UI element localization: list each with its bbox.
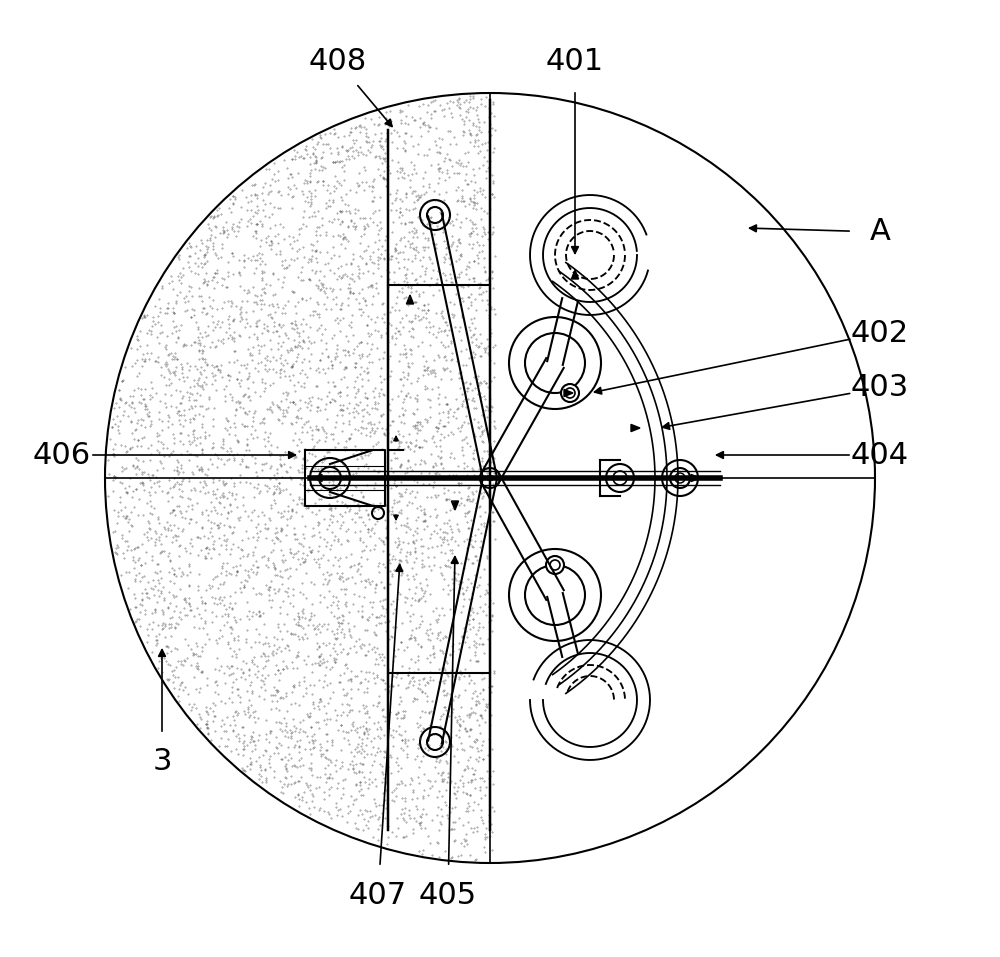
Text: A: A: [870, 217, 890, 247]
Polygon shape: [571, 270, 579, 279]
Text: 3: 3: [152, 747, 172, 776]
Text: 406: 406: [33, 440, 91, 470]
Circle shape: [420, 727, 450, 757]
Text: 405: 405: [419, 880, 477, 909]
Circle shape: [310, 458, 350, 498]
Text: 402: 402: [851, 319, 909, 347]
Text: 403: 403: [851, 373, 909, 403]
Polygon shape: [691, 475, 700, 481]
Circle shape: [485, 473, 495, 483]
Circle shape: [525, 565, 585, 625]
Circle shape: [525, 333, 585, 393]
Circle shape: [606, 464, 634, 492]
Text: 408: 408: [309, 48, 367, 77]
Circle shape: [481, 469, 499, 487]
Circle shape: [372, 507, 384, 519]
Circle shape: [420, 200, 450, 230]
Circle shape: [427, 207, 443, 223]
Circle shape: [427, 734, 443, 750]
Circle shape: [561, 384, 579, 402]
Circle shape: [565, 388, 575, 398]
Polygon shape: [631, 424, 640, 432]
Polygon shape: [406, 295, 414, 304]
Circle shape: [550, 560, 560, 570]
Text: 404: 404: [851, 440, 909, 470]
Text: 401: 401: [546, 48, 604, 77]
Circle shape: [670, 468, 690, 488]
Circle shape: [613, 471, 627, 485]
Circle shape: [662, 460, 698, 496]
Circle shape: [675, 473, 685, 483]
Polygon shape: [313, 475, 322, 481]
Circle shape: [480, 468, 500, 488]
Circle shape: [509, 549, 601, 641]
Polygon shape: [451, 501, 459, 510]
Text: 407: 407: [349, 880, 407, 909]
Polygon shape: [564, 389, 573, 396]
Circle shape: [546, 556, 564, 574]
Circle shape: [509, 317, 601, 409]
Circle shape: [319, 467, 341, 489]
